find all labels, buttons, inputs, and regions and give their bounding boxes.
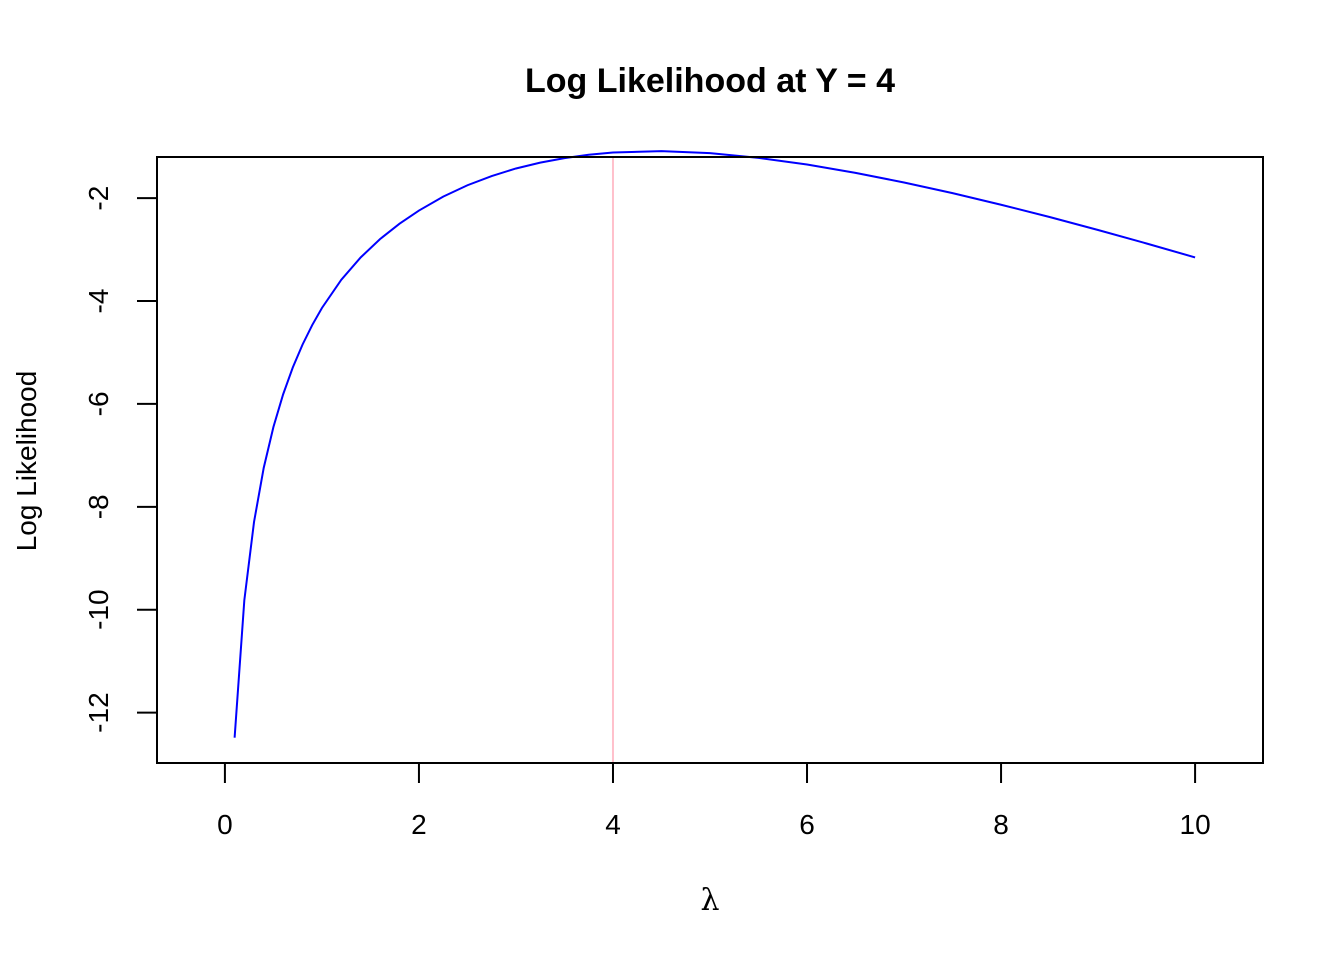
x-tick-label: 2 [411, 809, 427, 840]
y-tick-label: -6 [83, 391, 114, 416]
y-tick-label: -8 [83, 494, 114, 519]
y-tick-label: -10 [83, 589, 114, 629]
plot-frame [156, 156, 1264, 764]
y-axis-label: Log Likelihood [11, 371, 42, 552]
chart-title: Log Likelihood at Y = 4 [525, 62, 895, 100]
y-tick-label: -2 [83, 186, 114, 211]
x-axis-label: λ [700, 883, 719, 918]
x-tick-label: 10 [1180, 809, 1211, 840]
series-line [233, 150, 1196, 738]
x-tick-label: 6 [799, 809, 815, 840]
x-axis: 0 2 4 6 8 10 [217, 762, 1211, 840]
x-tick-label: 0 [217, 809, 233, 840]
y-tick-label: -12 [83, 692, 114, 732]
y-tick-label: -4 [83, 289, 114, 314]
y-axis: -12 -10 -8 -6 -4 -2 [83, 186, 158, 733]
x-tick-label: 8 [993, 809, 1009, 840]
plot-area [156, 150, 1264, 764]
x-tick-label: 4 [605, 809, 621, 840]
